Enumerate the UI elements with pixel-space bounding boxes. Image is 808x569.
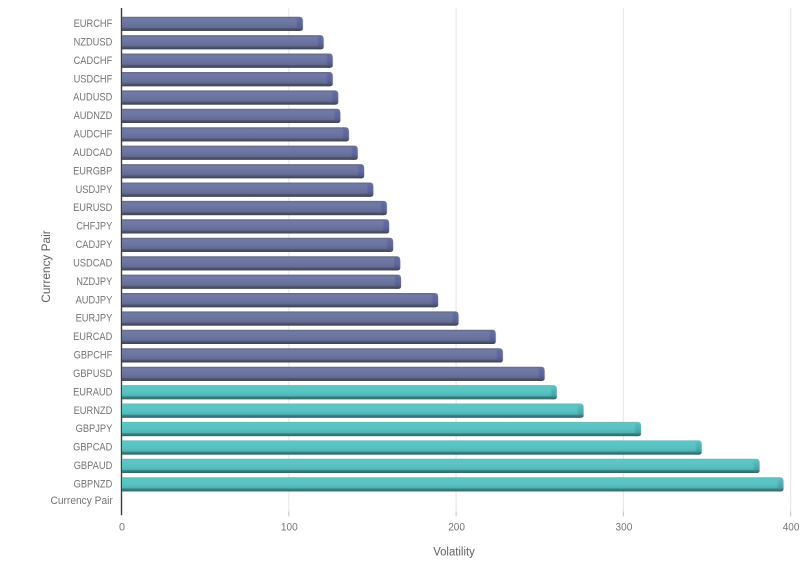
svg-text:EURJPY: EURJPY [76, 313, 113, 325]
svg-text:100: 100 [281, 522, 298, 534]
svg-text:EURCHF: EURCHF [74, 18, 113, 30]
svg-text:AUDCHF: AUDCHF [74, 129, 113, 141]
svg-text:USDCAD: USDCAD [73, 258, 112, 270]
svg-text:400: 400 [783, 522, 800, 534]
svg-text:AUDCAD: AUDCAD [73, 147, 112, 159]
svg-text:EURAUD: EURAUD [73, 386, 112, 398]
svg-text:EURGBP: EURGBP [73, 165, 112, 177]
svg-text:0: 0 [119, 522, 125, 534]
svg-text:NZDUSD: NZDUSD [74, 36, 113, 48]
svg-text:AUDNZD: AUDNZD [74, 110, 113, 122]
svg-text:USDJPY: USDJPY [76, 184, 113, 196]
svg-text:200: 200 [448, 522, 465, 534]
svg-text:EURNZD: EURNZD [74, 405, 113, 417]
svg-text:GBPAUD: GBPAUD [74, 460, 113, 472]
svg-text:AUDUSD: AUDUSD [73, 92, 112, 104]
svg-text:Currency Pair: Currency Pair [41, 230, 53, 303]
svg-text:GBPCHF: GBPCHF [74, 350, 113, 362]
svg-text:GBPJPY: GBPJPY [76, 423, 113, 435]
svg-text:USDCHF: USDCHF [74, 73, 113, 85]
svg-text:GBPUSD: GBPUSD [73, 368, 112, 380]
svg-text:EURUSD: EURUSD [73, 202, 112, 214]
svg-text:AUDJPY: AUDJPY [76, 294, 113, 306]
svg-text:EURCAD: EURCAD [73, 331, 112, 343]
svg-text:GBPNZD: GBPNZD [74, 479, 113, 491]
svg-text:NZDJPY: NZDJPY [76, 276, 113, 288]
svg-text:CHFJPY: CHFJPY [76, 221, 113, 233]
svg-text:Volatility: Volatility [433, 547, 475, 559]
svg-text:CADJPY: CADJPY [76, 239, 113, 251]
svg-text:GBPCAD: GBPCAD [73, 442, 112, 454]
svg-text:300: 300 [616, 522, 633, 534]
svg-text:CADCHF: CADCHF [74, 55, 113, 67]
svg-text:Currency Pair: Currency Pair [51, 495, 114, 507]
